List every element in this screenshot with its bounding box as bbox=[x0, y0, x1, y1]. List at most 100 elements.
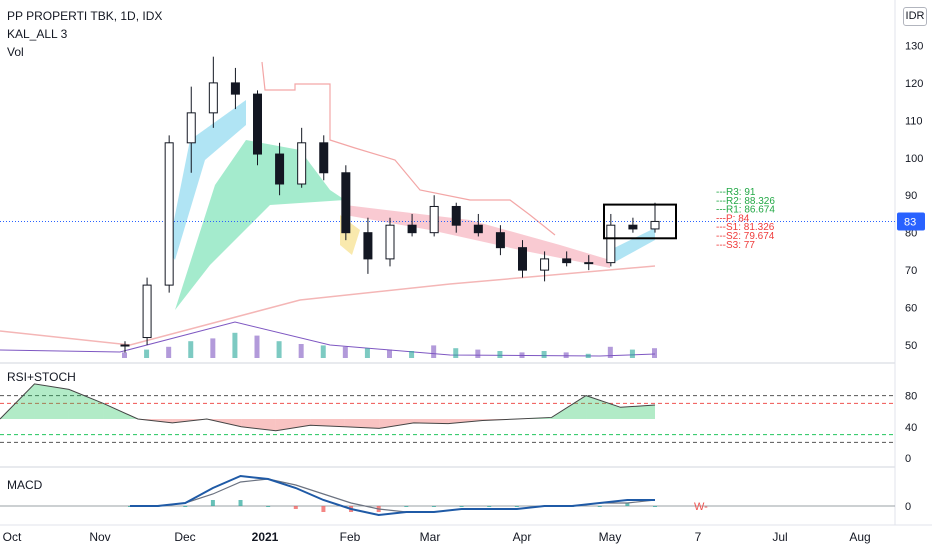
time-axis-tick: Mar bbox=[420, 530, 441, 544]
macd-histogram-bar bbox=[431, 506, 436, 507]
volume-bar bbox=[166, 346, 172, 358]
rsi-axis-tick: 0 bbox=[905, 453, 911, 465]
macd-histogram-bar bbox=[404, 506, 409, 507]
volume-bar bbox=[188, 341, 194, 358]
consolidation-box bbox=[603, 203, 677, 240]
macd-histogram-bar bbox=[597, 506, 602, 507]
volume-bar bbox=[409, 351, 415, 358]
candle-body bbox=[275, 153, 285, 185]
currency-button[interactable]: IDR bbox=[903, 7, 927, 26]
current-price-value: 83 bbox=[904, 216, 916, 228]
rsi-line bbox=[0, 383, 656, 432]
candle-body bbox=[363, 232, 373, 260]
symbol-title: PP PROPERTI TBK, 1D, IDX bbox=[7, 9, 163, 23]
time-axis-tick: May bbox=[599, 530, 622, 544]
candle-body bbox=[451, 205, 461, 226]
candle-body bbox=[186, 112, 196, 144]
price-axis-tick: 60 bbox=[905, 303, 917, 315]
pivot-label: ---S1: 81.326 bbox=[716, 222, 775, 233]
macd-pane-label: MACD bbox=[7, 478, 43, 492]
volume-bar bbox=[210, 338, 216, 358]
volume-bar bbox=[431, 345, 437, 358]
time-axis-tick: Feb bbox=[340, 530, 361, 544]
rsi-fill bbox=[275, 419, 311, 431]
time-axis-tick: Apr bbox=[513, 530, 532, 544]
pivot-label: ---S3: 77 bbox=[716, 240, 755, 251]
candle-body bbox=[650, 220, 660, 230]
time-axis-tick: 7 bbox=[695, 530, 702, 544]
pivot-label: ---S2: 79.674 bbox=[716, 231, 775, 242]
macd-histogram-bar bbox=[238, 500, 243, 506]
rsi-fill bbox=[379, 419, 414, 429]
indicator-name: KAL_ALL 3 bbox=[7, 27, 68, 41]
pivot-label: ---R2: 88.326 bbox=[716, 196, 775, 207]
long-moving-average bbox=[0, 265, 656, 346]
time-axis-tick: Dec bbox=[174, 530, 195, 544]
macd-axis-tick: 0 bbox=[905, 501, 911, 513]
price-axis-tick: 90 bbox=[905, 190, 917, 202]
candle-body bbox=[628, 224, 638, 230]
macd-histogram-bar bbox=[459, 506, 464, 507]
macd-histogram-bar bbox=[293, 506, 298, 509]
rsi-fill bbox=[344, 419, 380, 429]
price-axis-tick: 110 bbox=[905, 115, 923, 127]
volume-bar bbox=[364, 348, 370, 358]
volume-bar bbox=[144, 349, 150, 358]
time-axis-tick: Aug bbox=[849, 530, 870, 544]
volume-bar bbox=[475, 349, 481, 358]
macd-histogram-bar bbox=[514, 506, 519, 507]
cloud-blue bbox=[168, 100, 246, 260]
cloud-blue bbox=[610, 228, 655, 262]
macd-histogram-bar bbox=[183, 506, 188, 507]
candle-body bbox=[319, 142, 329, 174]
macd-histogram-bar bbox=[210, 500, 215, 506]
volume-bar bbox=[607, 346, 613, 358]
macd-annotation: W- bbox=[694, 501, 708, 513]
macd-histogram-bar bbox=[625, 503, 630, 506]
volume-bar bbox=[122, 352, 127, 358]
macd-signal-line bbox=[130, 478, 656, 513]
volume-bar bbox=[276, 341, 282, 358]
time-axis-tick: 2021 bbox=[252, 530, 279, 544]
candle-body bbox=[164, 142, 174, 286]
candle-body bbox=[120, 344, 130, 347]
rsi-fill bbox=[620, 404, 655, 419]
candle-body bbox=[473, 224, 483, 234]
rsi-fill bbox=[241, 419, 276, 431]
price-axis-tick: 50 bbox=[905, 340, 917, 352]
candle-body bbox=[584, 262, 594, 265]
rsi-axis-tick: 40 bbox=[905, 422, 917, 434]
candle-body bbox=[253, 93, 262, 155]
volume-bar bbox=[563, 352, 569, 358]
volume-bar bbox=[342, 346, 348, 358]
volume-bar bbox=[320, 345, 326, 358]
volume-bar bbox=[541, 351, 547, 358]
volume-bar bbox=[629, 349, 635, 358]
volume-bar bbox=[387, 349, 392, 358]
pivot-label: ---P: 84 bbox=[716, 213, 750, 224]
candle-body bbox=[518, 247, 527, 271]
macd-histogram-bar bbox=[653, 506, 657, 507]
candle-body bbox=[540, 258, 550, 271]
candle-body bbox=[562, 258, 572, 264]
rsi-fill bbox=[413, 419, 449, 424]
pivot-label: ---R3: 91 bbox=[716, 187, 756, 198]
macd-histogram-bar bbox=[266, 506, 271, 507]
volume-bar bbox=[254, 335, 260, 358]
price-axis-tick: 70 bbox=[905, 265, 917, 277]
macd-histogram-bar bbox=[487, 506, 492, 507]
volume-bar bbox=[453, 348, 459, 358]
price-axis-tick: 80 bbox=[905, 228, 917, 240]
candle-body bbox=[230, 82, 240, 95]
volume-bar bbox=[585, 353, 591, 358]
rsi-fill bbox=[34, 383, 69, 419]
candle-body bbox=[606, 224, 616, 264]
candle-body bbox=[385, 224, 395, 260]
candle-body bbox=[297, 142, 307, 185]
time-axis-tick: Jul bbox=[772, 530, 787, 544]
rsi-axis-tick: 80 bbox=[905, 391, 917, 403]
volume-label: Vol bbox=[7, 45, 24, 59]
cloud-red bbox=[345, 205, 610, 268]
price-axis-tick: 120 bbox=[905, 78, 923, 90]
